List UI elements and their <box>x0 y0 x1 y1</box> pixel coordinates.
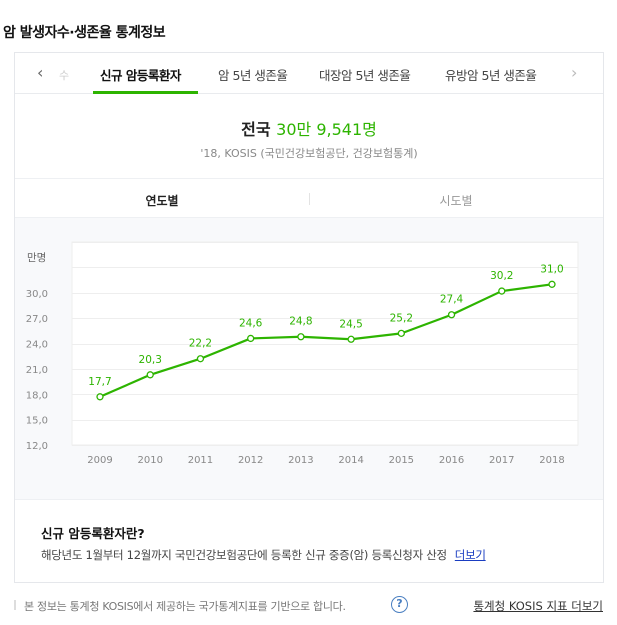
data-point[interactable] <box>347 335 355 343</box>
data-label: 25,2 <box>390 312 413 324</box>
summary-source: '18, KOSIS (국민건강보험공단, 건강보험통계) <box>200 147 418 160</box>
data-label: 22,2 <box>189 338 212 350</box>
data-label: 30,2 <box>490 270 513 282</box>
tab-new-cancer-patients[interactable]: 신규 암등록환자 <box>100 68 181 83</box>
y-tick-label: 15,0 <box>26 416 48 427</box>
stats-card: ‹ 수 신규 암등록환자 암 5년 생존율 대장암 5년 생존율 유방암 5년 … <box>14 52 604 583</box>
x-tick-label: 2015 <box>389 455 414 466</box>
subtab-by-region[interactable]: 시도별 <box>439 194 473 208</box>
x-tick-label: 2014 <box>338 455 363 466</box>
x-tick-label: 2017 <box>489 455 514 466</box>
category-tab-bar: ‹ 수 신규 암등록환자 암 5년 생존율 대장암 5년 생존율 유방암 5년 … <box>15 53 603 94</box>
y-tick-label: 24,0 <box>26 340 48 351</box>
footer-bar-decoration <box>14 600 16 610</box>
data-point[interactable] <box>397 329 405 337</box>
help-icon[interactable]: ? <box>391 596 408 613</box>
data-label: 20,3 <box>139 354 162 366</box>
y-tick-label: 27,0 <box>26 314 48 325</box>
data-label: 17,7 <box>88 376 111 388</box>
x-tick-label: 2013 <box>288 455 313 466</box>
summary-region: 전국 <box>241 120 271 139</box>
x-tick-label: 2012 <box>238 455 263 466</box>
kosis-more-link[interactable]: 통계청 KOSIS 지표 더보기 <box>473 599 603 613</box>
data-point[interactable] <box>146 371 154 379</box>
data-label: 24,5 <box>339 318 362 330</box>
tab-colorectal-5yr-survival[interactable]: 대장암 5년 생존율 <box>319 68 411 83</box>
data-label: 24,6 <box>239 317 263 329</box>
y-tick-label: 21,0 <box>26 365 48 376</box>
page-title: 암 발생자수·생존율 통계정보 <box>3 25 166 41</box>
definition-text: 해당년도 1월부터 12월까지 국민건강보험공단에 등록한 신규 중증(암) 등… <box>41 547 486 563</box>
y-tick-label: 18,0 <box>26 390 48 401</box>
data-line <box>99 283 553 398</box>
tab-breast-5yr-survival[interactable]: 유방암 5년 생존율 <box>445 68 537 83</box>
definition-title: 신규 암등록환자란? <box>41 526 145 541</box>
summary-value: 30만 9,541명 <box>276 120 377 139</box>
view-toggle: 연도별 시도별 <box>15 178 603 218</box>
x-tick-label: 2016 <box>439 455 464 466</box>
data-label: 24,8 <box>289 316 312 328</box>
tab-cancer-5yr-survival[interactable]: 암 5년 생존율 <box>218 68 288 83</box>
summary-headline: 전국 30만 9,541명 <box>15 116 603 140</box>
x-tick-label: 2011 <box>188 455 213 466</box>
x-tick-label: 2009 <box>87 455 112 466</box>
footer-notice: 본 정보는 통계청 KOSIS에서 제공하는 국가통계지표를 기반으로 합니다. <box>24 600 346 613</box>
subtab-divider <box>309 193 310 205</box>
data-point[interactable] <box>297 333 305 341</box>
data-point[interactable] <box>196 355 205 363</box>
data-point[interactable] <box>548 280 556 288</box>
data-point[interactable] <box>96 393 104 401</box>
tab-truncated[interactable]: 수 <box>59 69 70 82</box>
y-tick-label: 30,0 <box>26 289 48 300</box>
plot-area <box>71 241 579 446</box>
more-link[interactable]: 더보기 <box>454 548 486 562</box>
active-tab-indicator <box>93 91 198 94</box>
line-chart: 12,0 15,0 18,0 21,0 24,0 27,0 30,0 만명 2009 2010 20… <box>26 241 579 466</box>
data-label: 27,4 <box>440 294 464 306</box>
x-tick-label: 2018 <box>539 455 564 466</box>
y-tick-label: 12,0 <box>26 441 48 452</box>
definition-body: 해당년도 1월부터 12월까지 국민건강보험공단에 등록한 신규 중증(암) 등… <box>41 548 447 562</box>
chart-section: 12,0 15,0 18,0 21,0 24,0 27,0 30,0 만명 2009 2010 20… <box>15 218 603 500</box>
data-point[interactable] <box>447 311 456 319</box>
subtab-by-year[interactable]: 연도별 <box>145 194 179 208</box>
x-tick-label: 2010 <box>137 455 162 466</box>
y-axis-unit: 만명 <box>27 252 46 264</box>
data-point[interactable] <box>247 334 255 343</box>
data-label: 31,0 <box>540 263 563 275</box>
chevron-left-icon[interactable]: ‹ <box>37 63 44 82</box>
data-point[interactable] <box>498 287 506 295</box>
chevron-right-icon[interactable]: › <box>571 63 578 82</box>
